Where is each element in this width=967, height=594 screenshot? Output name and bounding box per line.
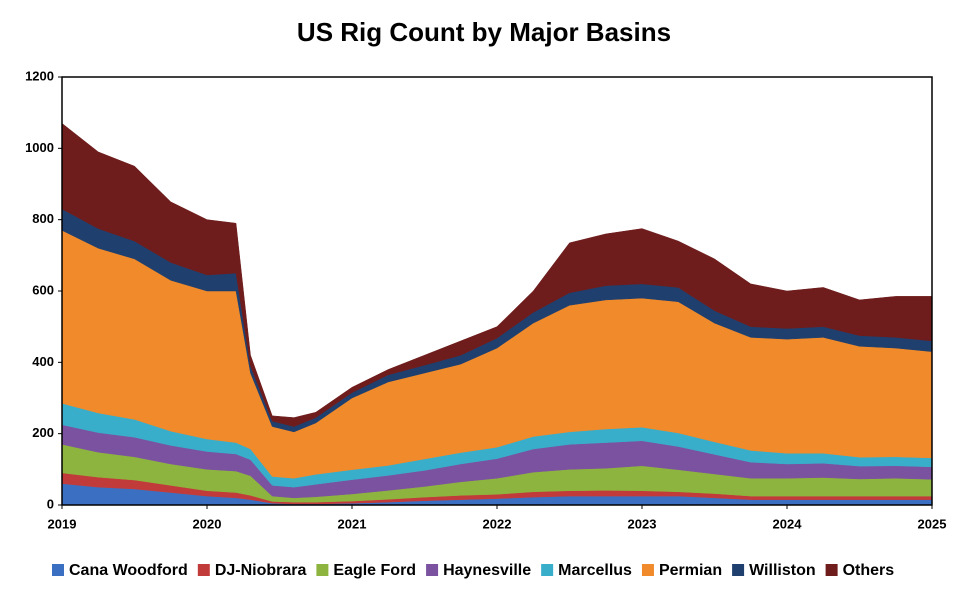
legend-label: Others	[843, 562, 895, 579]
legend-label: Haynesville	[443, 562, 531, 579]
legend: Cana Woodford DJ-Niobrara Eagle Ford Haynes…	[52, 562, 894, 579]
legend-swatch	[426, 564, 439, 576]
y-tick-label: 200	[32, 425, 54, 440]
legend-label: Eagle Ford	[333, 562, 416, 579]
y-tick-label: 800	[32, 211, 54, 226]
legend-label: Cana Woodford	[69, 562, 188, 579]
plot-areas	[61, 122, 933, 506]
legend-swatch	[825, 564, 838, 576]
y-tick-label: 1200	[25, 68, 54, 83]
legend-swatch	[641, 564, 654, 576]
y-tick-label: 600	[32, 282, 54, 297]
legend-swatch	[197, 564, 210, 576]
x-tick-label: 2019	[48, 516, 77, 531]
x-tick-label: 2024	[773, 516, 803, 531]
legend-label: DJ-Niobrara	[215, 562, 307, 579]
axes: 0 200 400 600 800 1000 1200 2019 2020 2021 2022 202…	[25, 68, 946, 531]
legend-swatch	[732, 564, 745, 576]
x-tick-label: 2022	[483, 516, 512, 531]
x-tick-label: 2021	[338, 516, 367, 531]
x-tick-label: 2025	[918, 516, 947, 531]
y-tick-label: 400	[32, 354, 54, 369]
legend-label: Marcellus	[558, 562, 632, 579]
legend-label: Williston	[749, 562, 816, 579]
legend-swatch	[541, 564, 554, 576]
y-tick-label: 0	[47, 496, 54, 511]
x-tick-label: 2020	[193, 516, 222, 531]
chart-title: US Rig Count by Major Basins	[297, 17, 671, 47]
y-tick-label: 1000	[25, 140, 54, 155]
legend-swatch	[316, 564, 329, 576]
x-tick-label: 2023	[628, 516, 657, 531]
legend-swatch	[52, 564, 64, 576]
legend-label: Permian	[659, 562, 722, 579]
